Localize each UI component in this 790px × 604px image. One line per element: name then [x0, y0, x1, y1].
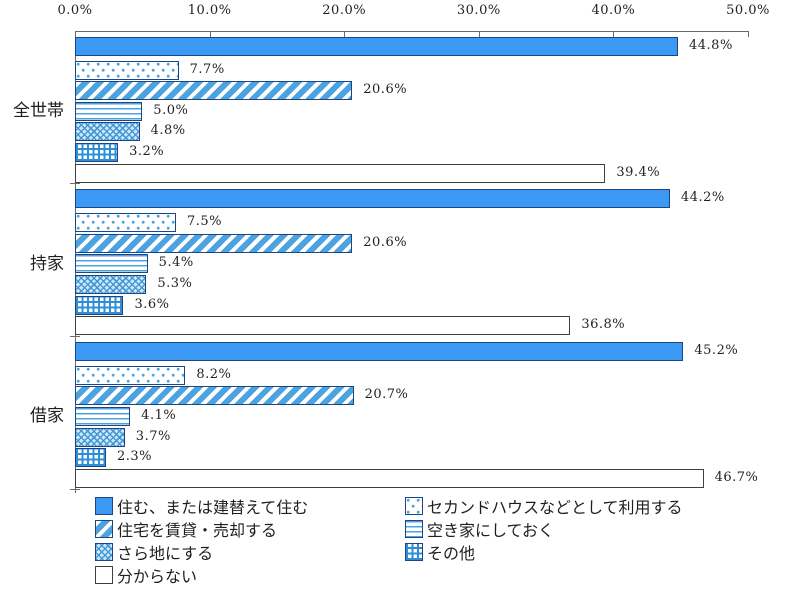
bar [75, 81, 353, 101]
bar-value-label: 5.0% [149, 100, 193, 121]
legend-swatch-grid [405, 542, 423, 561]
bar [75, 427, 125, 447]
legend-item: さら地にする [95, 542, 405, 563]
legend-swatch-white [95, 565, 113, 584]
bar [75, 233, 353, 253]
bar [75, 101, 143, 121]
bar [75, 407, 131, 427]
legend-label: 住宅を賃貸・売却する [117, 520, 278, 540]
bar-value-label: 5.4% [154, 253, 198, 274]
bar-value-label: 4.1% [137, 406, 181, 427]
bar-value-label: 5.3% [153, 273, 197, 294]
bar-value-label: 20.6% [359, 232, 412, 253]
bar-value-label: 7.7% [185, 59, 229, 80]
bar-value-label: 4.8% [146, 121, 190, 142]
bar [75, 122, 140, 142]
bar-value-label: 3.2% [125, 141, 169, 162]
bar-value-label: 44.8% [685, 35, 737, 56]
bar-value-label: 20.7% [360, 385, 413, 406]
x-axis-tick-label: 20.0% [322, 3, 367, 18]
bar [75, 365, 186, 385]
legend-label: さら地にする [117, 543, 214, 563]
y-axis-tick [70, 488, 80, 490]
x-axis-tick [75, 30, 76, 37]
bar [75, 386, 354, 406]
legend-swatch-cross [95, 542, 113, 561]
y-axis-tick [70, 335, 80, 337]
bar [75, 254, 148, 274]
bar [75, 448, 106, 468]
bar-value-label: 7.5% [182, 212, 226, 233]
bar-value-label: 3.7% [131, 426, 175, 447]
bar [75, 274, 147, 294]
legend-item: 住宅を賃貸・売却する [95, 519, 405, 540]
bar [75, 60, 179, 80]
bar [75, 341, 684, 361]
legend-item: その他 [405, 542, 715, 563]
legend-item: 分からない [95, 565, 405, 586]
y-axis-tick [70, 183, 80, 185]
legend-swatch-chevron [405, 496, 423, 515]
legend-swatch-diag [95, 519, 113, 538]
bar [75, 189, 670, 209]
legend-swatch-hlines [405, 519, 423, 538]
x-axis-tick-label: 10.0% [187, 3, 232, 18]
legend-item: セカンドハウスなどとして利用する [405, 496, 715, 517]
bar-value-label: 39.4% [612, 162, 665, 183]
category-label: 全世帯 [13, 100, 64, 121]
bar [75, 295, 124, 315]
legend-label: 空き家にしておく [427, 520, 555, 540]
bar-value-label: 45.2% [690, 340, 743, 361]
legend-label: セカンドハウスなどとして利用する [427, 497, 683, 517]
legend-swatch-solid [95, 496, 113, 515]
bar [75, 316, 571, 336]
bar [75, 163, 606, 183]
x-axis-tick [344, 30, 346, 37]
bar-value-label: 8.2% [192, 364, 236, 385]
bar-value-label: 2.3% [112, 447, 156, 468]
bar [75, 142, 119, 162]
x-axis-tick-label: 50.0% [726, 3, 770, 18]
legend-item: 空き家にしておく [405, 519, 715, 540]
legend-label: 分からない [117, 566, 198, 586]
bar [75, 468, 704, 488]
category-label: 借家 [30, 406, 64, 427]
bar-value-label: 3.6% [130, 294, 174, 315]
legend-item: 住む、または建替えて住む [95, 496, 405, 517]
bar-value-label: 20.6% [359, 80, 412, 101]
legend-label: その他 [427, 543, 476, 563]
x-axis-tick-label: 30.0% [456, 3, 501, 18]
x-axis-tick [748, 30, 749, 37]
legend-label: 住む、または建替えて住む [117, 497, 309, 517]
x-axis-line [75, 30, 749, 32]
x-axis-tick [613, 30, 615, 37]
bar-value-label: 46.7% [710, 467, 763, 488]
x-axis-tick [478, 30, 480, 37]
bar-value-label: 36.8% [577, 315, 630, 336]
bar [75, 213, 176, 233]
x-axis-tick-label: 40.0% [591, 3, 636, 18]
category-label: 持家 [30, 253, 64, 274]
x-axis-tick-label: 0.0% [57, 3, 93, 18]
legend: 住む、または建替えて住む セカンドハウスなどとして利用する住宅を賃貸・売却する 空き… [95, 494, 735, 586]
bar [75, 36, 678, 56]
bar-value-label: 44.2% [676, 188, 729, 209]
x-axis-tick [209, 30, 211, 37]
